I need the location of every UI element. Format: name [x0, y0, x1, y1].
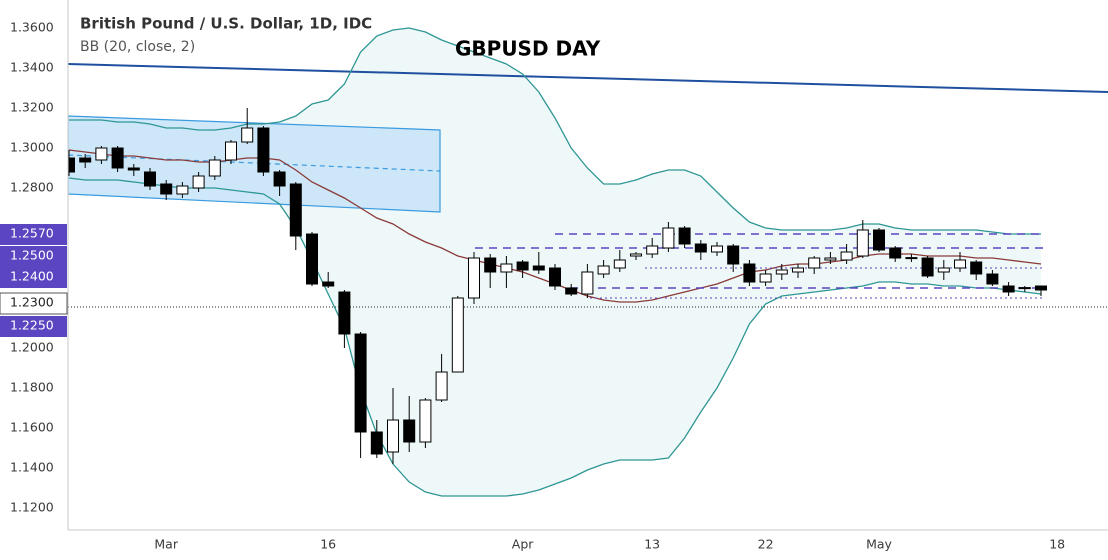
candle-body: [694, 243, 707, 253]
candle-body: [937, 267, 950, 273]
candle-body: [549, 267, 561, 287]
candle-body: [322, 281, 335, 287]
candle-body: [95, 147, 108, 161]
candle-body: [986, 273, 999, 285]
candle-body: [678, 227, 691, 245]
candle-body: [775, 269, 788, 275]
candle-body: [127, 167, 140, 171]
candle-body: [711, 245, 723, 253]
candle-body: [889, 247, 902, 259]
candle-body: [532, 265, 545, 271]
candle-body: [743, 263, 756, 283]
candle-body: [257, 127, 270, 173]
chart-title: British Pound / U.S. Dollar, 1D, IDC: [80, 15, 372, 33]
band-upper: [69, 27, 1041, 235]
candle-body: [387, 419, 399, 453]
indicator-label: BB (20, close, 2): [80, 39, 195, 55]
x-tick-label: 18: [1049, 537, 1065, 552]
candle-body: [921, 257, 934, 277]
y-tick-label: 1.3400: [10, 60, 54, 75]
candle-body: [646, 245, 659, 255]
candle-body: [824, 257, 837, 261]
candle-body: [468, 257, 480, 299]
candle-body: [597, 265, 610, 275]
x-tick-label: 13: [644, 537, 660, 552]
candle-body: [1018, 287, 1031, 290]
y-tick-label: 1.1400: [10, 460, 54, 475]
y-tick-label: 1.3600: [10, 20, 54, 35]
candle-body: [370, 431, 383, 455]
x-tick-label: 22: [758, 537, 774, 552]
candle-body: [338, 291, 351, 335]
candle-body: [419, 399, 432, 443]
candle-body: [403, 419, 416, 443]
trend-line: [68, 63, 1108, 93]
axes: 1.3600 1.3400 1.3200 1.3000 1.2800 1.2000 1.18…: [0, 20, 1065, 552]
candle-body: [565, 287, 578, 295]
candle-body: [662, 227, 675, 249]
level-label: 1.2300: [10, 295, 54, 310]
candle-body: [484, 257, 497, 273]
candle-body: [241, 127, 254, 143]
candle-body: [144, 171, 156, 187]
candle-body: [856, 229, 869, 257]
candle-body: [516, 261, 529, 271]
candle-body: [727, 245, 740, 265]
y-tick-label: 1.1200: [10, 500, 54, 515]
candle-body: [176, 185, 189, 195]
candle-body: [435, 371, 448, 401]
band-lower: [68, 177, 1042, 497]
candle-body: [79, 157, 92, 163]
x-tick-label: 16: [320, 537, 336, 552]
level-label: 1.2570: [10, 226, 54, 241]
candle-body: [225, 141, 237, 161]
candle-body: [289, 183, 302, 237]
candle-body: [451, 297, 464, 373]
candle-body: [1035, 285, 1047, 291]
candle-body: [970, 261, 983, 275]
annotation: GBPUSD DAY: [455, 37, 601, 61]
candle-body: [354, 333, 367, 433]
candle-body: [111, 147, 124, 169]
level-label-box: [0, 267, 67, 288]
x-tick-label: May: [866, 537, 892, 552]
candle-body: [1002, 285, 1015, 293]
candle-body: [208, 159, 221, 177]
candle-body: [160, 183, 173, 195]
candle-body: [840, 251, 853, 261]
y-tick-label: 1.1600: [10, 420, 54, 435]
candle-body: [873, 229, 885, 251]
level-label-box: [0, 224, 67, 245]
level-label-box: [0, 316, 67, 337]
candle-body: [613, 259, 626, 269]
candle-body: [500, 263, 513, 273]
y-tick-label: 1.2000: [10, 340, 54, 355]
plot-area: [68, 27, 1108, 497]
y-tick-label: 1.3200: [10, 100, 54, 115]
level-label-box: [0, 246, 67, 267]
candle-body: [630, 253, 642, 257]
candle-body: [68, 157, 75, 173]
y-tick-label: 1.1800: [10, 380, 54, 395]
candle-body: [581, 271, 594, 295]
level-label: 1.2400: [10, 269, 54, 284]
x-tick-label: Apr: [512, 537, 534, 552]
candle-body: [808, 257, 821, 269]
candle-body: [306, 233, 318, 285]
level-label: 1.2250: [10, 318, 54, 333]
channel-midline: [68, 154, 441, 172]
candle-body: [273, 171, 286, 187]
candle-body: [759, 273, 772, 283]
level-label: 1.2500: [10, 248, 54, 263]
candle-body: [192, 175, 205, 189]
candle-body: [792, 267, 804, 273]
candle-body: [905, 257, 918, 260]
candle-body: [954, 259, 966, 269]
x-tick-label: Mar: [154, 537, 178, 552]
y-tick-label: 1.3000: [10, 140, 54, 155]
y-tick-label: 1.2800: [10, 180, 54, 195]
level-label-box: [0, 292, 68, 315]
